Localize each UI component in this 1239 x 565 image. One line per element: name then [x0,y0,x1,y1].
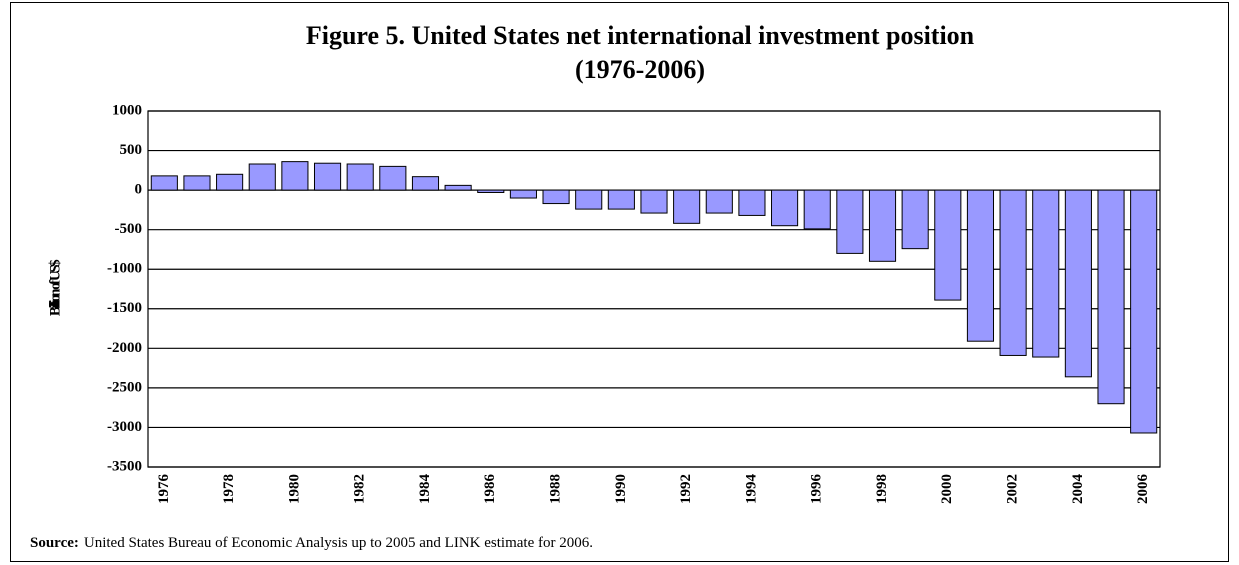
y-tick-label: 0 [135,182,143,198]
bar [379,165,407,191]
x-tick-label: 1996 [809,474,825,505]
bar [248,163,276,191]
bar [868,189,897,262]
x-tick-label: 1976 [156,474,172,505]
y-tick-label: -1000 [107,261,142,277]
bar [803,189,831,230]
bar [313,162,342,191]
bar [477,189,505,193]
frame [10,2,1229,562]
source-text: United States Bureau of Economic Analysi… [84,535,593,551]
x-tick-label: 2004 [1070,474,1086,505]
bar [999,189,1027,356]
bar [771,189,799,227]
bar [673,189,701,224]
x-tick-label: 1988 [548,474,564,504]
y-tick-label: -3000 [107,419,142,435]
y-axis-label: Billion of US$ [47,259,63,316]
y-tick-label: -2500 [107,379,142,395]
bar [150,175,178,191]
bar [1032,189,1060,358]
x-tick-label: 1994 [743,474,759,505]
y-tick-label: 1000 [112,102,142,118]
bar [607,189,635,210]
bar [183,175,211,191]
bar [444,184,472,191]
bar [901,189,929,250]
y-tick-label: -500 [115,221,143,237]
bar [216,173,244,191]
source-label: Source: [30,535,79,551]
y-tick-label: 500 [120,142,143,158]
chart-title: (1976-2006) [575,55,705,84]
x-tick-label: 2000 [939,474,955,504]
x-tick-label: 1984 [417,474,433,505]
bar [509,189,537,199]
y-tick-label: -2000 [107,340,142,356]
x-tick-label: 2006 [1135,474,1151,505]
chart-title: Figure 5. United States net internationa… [306,21,975,50]
y-tick-label: -3500 [107,458,142,474]
x-tick-label: 1990 [613,474,629,504]
bar [281,161,309,191]
x-tick-label: 2002 [1005,474,1021,504]
bar [966,189,995,342]
bar [640,189,668,214]
x-tick-label: 1978 [221,474,237,504]
bar [1097,189,1125,405]
source: Source: United States Bureau of Economic … [30,535,593,551]
bar [1130,189,1158,434]
y-tick-label: -1500 [107,300,142,316]
x-tick-label: 1982 [352,474,368,504]
bar [836,189,864,254]
bar [411,176,440,191]
bar [575,189,603,210]
bar [705,189,733,214]
bar [1064,189,1092,378]
plot-border [147,110,1161,468]
x-tick-label: 1992 [678,474,694,504]
bar [346,163,374,191]
bar [542,189,570,205]
x-tick-label: 1980 [286,474,302,504]
x-tick-label: 1998 [874,474,890,504]
bar [934,189,962,301]
x-tick-label: 1986 [482,474,498,505]
bar [738,189,766,216]
